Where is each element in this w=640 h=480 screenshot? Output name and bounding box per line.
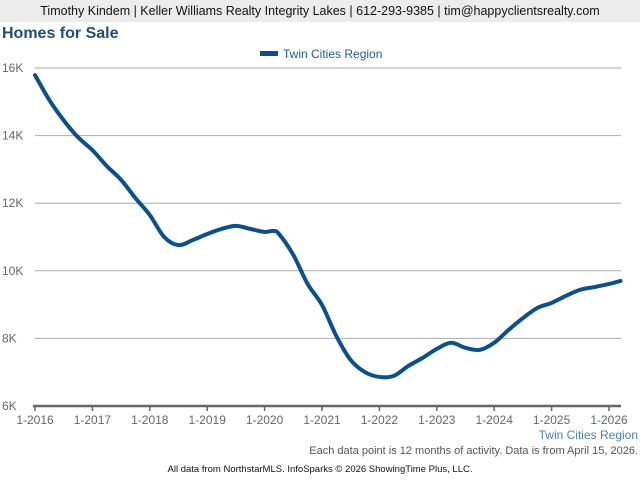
x-tick-label: 1-2017: [74, 413, 112, 427]
x-tick-label: 1-2016: [16, 413, 54, 427]
x-tick-label: 1-2025: [533, 413, 571, 427]
y-tick-label: 6K: [2, 399, 17, 413]
y-tick-label: 12K: [2, 196, 23, 210]
legend-label: Twin Cities Region: [283, 47, 382, 61]
agent-header: Timothy Kindem | Keller Williams Realty …: [0, 0, 640, 22]
x-tick-label: 1-2021: [303, 413, 341, 427]
y-tick-label: 14K: [2, 129, 23, 143]
x-tick-label: 1-2026: [590, 413, 628, 427]
y-tick-label: 10K: [2, 264, 23, 278]
x-tick-label: 1-2022: [361, 413, 399, 427]
x-tick-label: 1-2020: [246, 413, 284, 427]
credit: All data from NorthstarMLS. InfoSparks ©…: [167, 464, 473, 475]
legend: Twin Cities Region: [260, 47, 382, 61]
x-tick-label: 1-2024: [476, 413, 514, 427]
legend-swatch: [260, 51, 278, 56]
chart-title: Homes for Sale: [2, 25, 119, 42]
series-line-twin-cities-region: [33, 73, 623, 380]
x-tick-label: 1-2019: [189, 413, 227, 427]
x-tick-label: 1-2018: [131, 413, 169, 427]
x-axis-label: Twin Cities Region: [539, 428, 638, 442]
y-tick-label: 8K: [2, 331, 17, 345]
footnote: Each data point is 12 months of activity…: [309, 445, 638, 457]
x-tick-label: 1-2023: [418, 413, 456, 427]
y-tick-label: 16K: [2, 61, 23, 75]
